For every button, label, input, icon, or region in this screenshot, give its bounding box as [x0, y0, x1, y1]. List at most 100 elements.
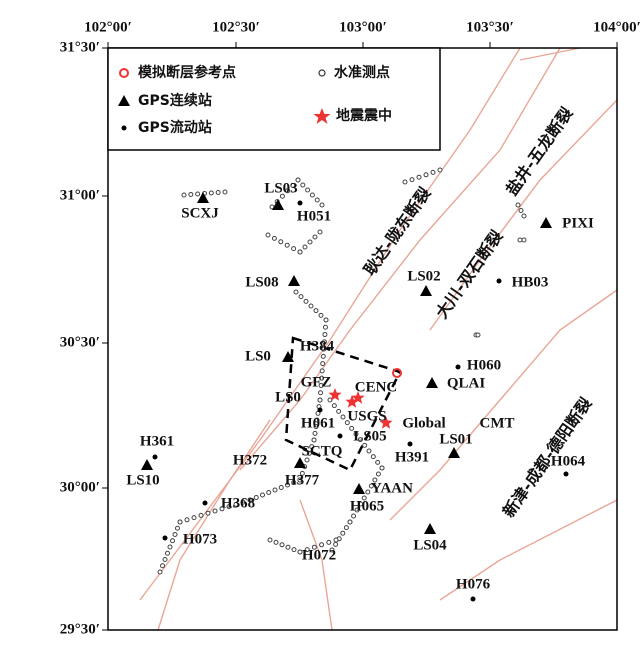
leveling-point: [271, 235, 277, 241]
leveling-point: [314, 417, 320, 423]
leveling-point: [340, 530, 346, 536]
gps-mobile: [297, 200, 303, 206]
leveling-point: [320, 353, 326, 359]
station-label: LS03: [264, 180, 297, 196]
leveling-point: [247, 497, 253, 503]
leveling-point: [319, 542, 325, 548]
station-label: H060: [467, 357, 501, 373]
gps-mobile: [162, 535, 168, 541]
leveling-point: [226, 504, 232, 510]
epicenter: [379, 416, 393, 429]
leveling-point: [318, 312, 324, 318]
leveling-point: [353, 431, 359, 437]
legend-box: [107, 47, 441, 151]
station-label: LS04: [413, 537, 447, 553]
gps-mobile: [496, 278, 502, 284]
gps-continuous: [420, 285, 432, 296]
leveling-point: [285, 188, 291, 194]
leveling-point: [313, 308, 319, 314]
reference-point: [392, 368, 402, 378]
leveling-point: [278, 239, 284, 245]
leveling-point: [344, 420, 350, 426]
gps-continuous: [288, 275, 300, 286]
legend-epicenter: [313, 108, 331, 124]
legend-gps-mobile: [121, 125, 127, 131]
leveling-point: [311, 544, 317, 550]
leveling-point: [358, 501, 364, 507]
fault-name: 盐井-五龙断裂: [502, 104, 576, 199]
station-label: H064: [551, 453, 586, 469]
leveling-point: [198, 512, 204, 518]
station-label: SCXJ: [181, 205, 219, 221]
gps-continuous: [294, 457, 306, 468]
station-label: H391: [395, 449, 429, 465]
legend-label: GPS连续站: [138, 92, 212, 109]
legend-label: 模拟断层参考点: [138, 64, 236, 81]
station-label: YAAN: [371, 480, 413, 496]
leveling-point: [322, 324, 328, 330]
leveling-point: [313, 424, 319, 430]
gps-mobile: [563, 471, 569, 477]
leveling-point: [297, 477, 303, 483]
lon-label: 103°30′: [466, 19, 514, 35]
epicenter: [345, 395, 359, 408]
leveling-point: [336, 408, 342, 414]
leveling-point: [303, 298, 309, 304]
station-label: H073: [183, 531, 217, 547]
leveling-point: [291, 246, 297, 252]
leveling-point: [312, 234, 318, 240]
leveling-point: [333, 541, 339, 547]
leveling-point: [317, 229, 323, 235]
leveling-point: [253, 495, 259, 500]
leveling-point: [291, 480, 297, 485]
lat-label: 31°30′: [60, 39, 100, 55]
gps-mobile: [337, 433, 343, 439]
leveling-point: [375, 471, 381, 477]
leveling-point: [319, 202, 325, 208]
leveling-point: [343, 525, 349, 531]
leveling-point: [312, 430, 318, 436]
station-label: CENC: [355, 379, 398, 395]
leveling-point: [423, 172, 429, 178]
leveling-point: [181, 192, 187, 198]
station-label: HB03: [512, 274, 549, 290]
leveling-point: [157, 569, 163, 575]
station-label: LS02: [407, 268, 440, 284]
leveling-point: [475, 332, 481, 338]
gps-continuous: [353, 483, 365, 494]
leveling-point: [368, 483, 374, 489]
leveling-point: [165, 550, 170, 556]
station-label: LS01: [439, 431, 472, 447]
station-label: Global: [402, 415, 445, 431]
leveling-point: [297, 549, 303, 555]
leveling-point: [222, 189, 228, 195]
leveling-point: [349, 425, 355, 431]
station-label: LS05: [353, 428, 386, 444]
leveling-point: [299, 470, 305, 476]
station-label: PIXI: [562, 215, 594, 231]
station-label: H061: [301, 415, 335, 431]
lon-label: 102°30′: [212, 19, 260, 35]
legend-label: GPS流动站: [138, 119, 212, 136]
gps-continuous: [272, 199, 284, 210]
leveling-point: [205, 510, 211, 516]
gps-continuous: [197, 192, 209, 203]
gps-mobile: [152, 454, 158, 460]
leveling-point: [318, 390, 324, 396]
leveling-point: [293, 289, 299, 295]
leveling-point: [331, 403, 337, 409]
gps-continuous: [141, 459, 153, 470]
leveling-point: [170, 538, 175, 544]
lat-label: 30°00′: [60, 479, 100, 495]
leveling-point: [361, 495, 367, 501]
leveling-point: [265, 232, 271, 238]
fault-name: 大川-双石断裂: [432, 227, 506, 322]
leveling-point: [318, 382, 324, 388]
leveling-point: [212, 508, 218, 514]
gps-continuous: [282, 351, 294, 362]
leveling-point: [278, 485, 284, 490]
leveling-point: [329, 547, 335, 553]
gps-continuous: [426, 377, 438, 388]
fault-name: 耿达-陇东断裂: [360, 184, 434, 279]
leveling-point: [402, 179, 408, 185]
